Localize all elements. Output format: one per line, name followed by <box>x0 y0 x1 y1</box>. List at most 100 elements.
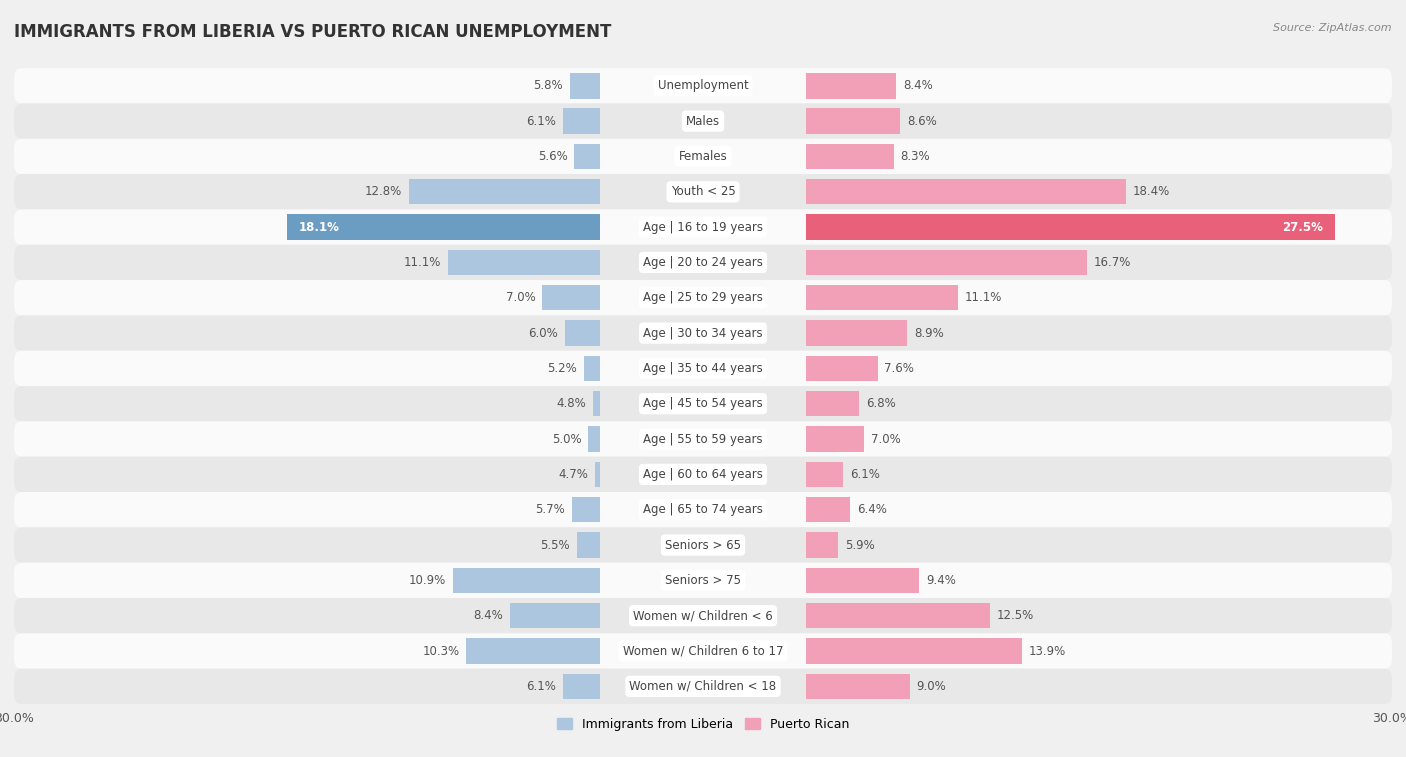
Text: Age | 20 to 24 years: Age | 20 to 24 years <box>643 256 763 269</box>
FancyBboxPatch shape <box>14 350 1392 386</box>
Text: Age | 55 to 59 years: Age | 55 to 59 years <box>643 432 763 446</box>
Bar <box>807 426 863 452</box>
Text: Women w/ Children < 18: Women w/ Children < 18 <box>630 680 776 693</box>
Text: 11.1%: 11.1% <box>965 291 1002 304</box>
Text: 5.8%: 5.8% <box>533 79 562 92</box>
Text: Age | 60 to 64 years: Age | 60 to 64 years <box>643 468 763 481</box>
Bar <box>807 108 900 134</box>
Text: Age | 30 to 34 years: Age | 30 to 34 years <box>643 326 763 340</box>
Text: 8.4%: 8.4% <box>903 79 932 92</box>
Text: Age | 35 to 44 years: Age | 35 to 44 years <box>643 362 763 375</box>
Text: 5.2%: 5.2% <box>547 362 576 375</box>
Bar <box>807 73 896 98</box>
Text: 6.1%: 6.1% <box>526 680 555 693</box>
Bar <box>807 532 838 558</box>
Legend: Immigrants from Liberia, Puerto Rican: Immigrants from Liberia, Puerto Rican <box>551 713 855 736</box>
FancyBboxPatch shape <box>14 492 1392 528</box>
Text: IMMIGRANTS FROM LIBERIA VS PUERTO RICAN UNEMPLOYMENT: IMMIGRANTS FROM LIBERIA VS PUERTO RICAN … <box>14 23 612 41</box>
Text: 5.7%: 5.7% <box>536 503 565 516</box>
Text: 4.8%: 4.8% <box>557 397 586 410</box>
Bar <box>807 214 1334 240</box>
Text: 5.6%: 5.6% <box>537 150 568 163</box>
FancyBboxPatch shape <box>14 562 1392 598</box>
Bar <box>562 674 599 699</box>
FancyBboxPatch shape <box>14 104 1392 139</box>
Text: 12.5%: 12.5% <box>997 609 1035 622</box>
Bar <box>807 638 1022 664</box>
Bar <box>576 532 599 558</box>
Bar <box>807 285 957 310</box>
Text: 7.0%: 7.0% <box>506 291 536 304</box>
Bar <box>453 568 599 593</box>
Text: 7.0%: 7.0% <box>870 432 900 446</box>
Text: 8.4%: 8.4% <box>474 609 503 622</box>
FancyBboxPatch shape <box>14 386 1392 422</box>
Bar <box>565 320 599 346</box>
Text: 6.8%: 6.8% <box>866 397 896 410</box>
Text: 5.9%: 5.9% <box>845 538 875 552</box>
Text: 9.4%: 9.4% <box>925 574 956 587</box>
FancyBboxPatch shape <box>14 634 1392 668</box>
Bar <box>595 462 599 487</box>
Text: 18.4%: 18.4% <box>1132 185 1170 198</box>
Text: 12.8%: 12.8% <box>366 185 402 198</box>
Text: 8.3%: 8.3% <box>900 150 931 163</box>
Bar <box>807 568 920 593</box>
Text: 5.0%: 5.0% <box>551 432 581 446</box>
Text: Age | 25 to 29 years: Age | 25 to 29 years <box>643 291 763 304</box>
Text: 6.0%: 6.0% <box>529 326 558 340</box>
Text: Age | 65 to 74 years: Age | 65 to 74 years <box>643 503 763 516</box>
FancyBboxPatch shape <box>14 174 1392 210</box>
Text: 13.9%: 13.9% <box>1029 644 1066 658</box>
Text: Women w/ Children < 6: Women w/ Children < 6 <box>633 609 773 622</box>
Text: 6.4%: 6.4% <box>856 503 887 516</box>
Bar <box>807 497 851 522</box>
Bar <box>807 320 907 346</box>
Text: 6.1%: 6.1% <box>526 114 555 128</box>
Text: Unemployment: Unemployment <box>658 79 748 92</box>
Text: Youth < 25: Youth < 25 <box>671 185 735 198</box>
Text: Age | 16 to 19 years: Age | 16 to 19 years <box>643 220 763 234</box>
Bar <box>593 391 599 416</box>
FancyBboxPatch shape <box>14 316 1392 350</box>
Text: Males: Males <box>686 114 720 128</box>
Text: Women w/ Children 6 to 17: Women w/ Children 6 to 17 <box>623 644 783 658</box>
Text: 27.5%: 27.5% <box>1282 220 1323 234</box>
Text: 16.7%: 16.7% <box>1094 256 1130 269</box>
Bar <box>807 391 859 416</box>
Bar <box>807 674 910 699</box>
Text: 11.1%: 11.1% <box>404 256 441 269</box>
FancyBboxPatch shape <box>14 668 1392 704</box>
Text: Source: ZipAtlas.com: Source: ZipAtlas.com <box>1274 23 1392 33</box>
Bar <box>409 179 599 204</box>
Bar <box>807 356 877 381</box>
Text: Age | 45 to 54 years: Age | 45 to 54 years <box>643 397 763 410</box>
Text: 8.6%: 8.6% <box>907 114 938 128</box>
Bar <box>807 603 990 628</box>
Text: 8.9%: 8.9% <box>914 326 943 340</box>
Text: 18.1%: 18.1% <box>299 220 340 234</box>
FancyBboxPatch shape <box>14 422 1392 456</box>
Bar <box>569 73 599 98</box>
Bar <box>510 603 599 628</box>
FancyBboxPatch shape <box>14 68 1392 104</box>
FancyBboxPatch shape <box>14 280 1392 316</box>
Text: 9.0%: 9.0% <box>917 680 946 693</box>
Bar <box>588 426 599 452</box>
Bar <box>449 250 599 275</box>
Text: 4.7%: 4.7% <box>558 468 588 481</box>
Bar <box>575 144 599 169</box>
Text: 7.6%: 7.6% <box>884 362 914 375</box>
Bar <box>807 250 1087 275</box>
FancyBboxPatch shape <box>14 245 1392 280</box>
Text: 6.1%: 6.1% <box>851 468 880 481</box>
Bar <box>467 638 599 664</box>
FancyBboxPatch shape <box>14 598 1392 634</box>
Bar <box>572 497 599 522</box>
FancyBboxPatch shape <box>14 210 1392 245</box>
Bar <box>807 462 844 487</box>
Text: Females: Females <box>679 150 727 163</box>
Bar <box>562 108 599 134</box>
FancyBboxPatch shape <box>14 139 1392 174</box>
Text: Seniors > 65: Seniors > 65 <box>665 538 741 552</box>
